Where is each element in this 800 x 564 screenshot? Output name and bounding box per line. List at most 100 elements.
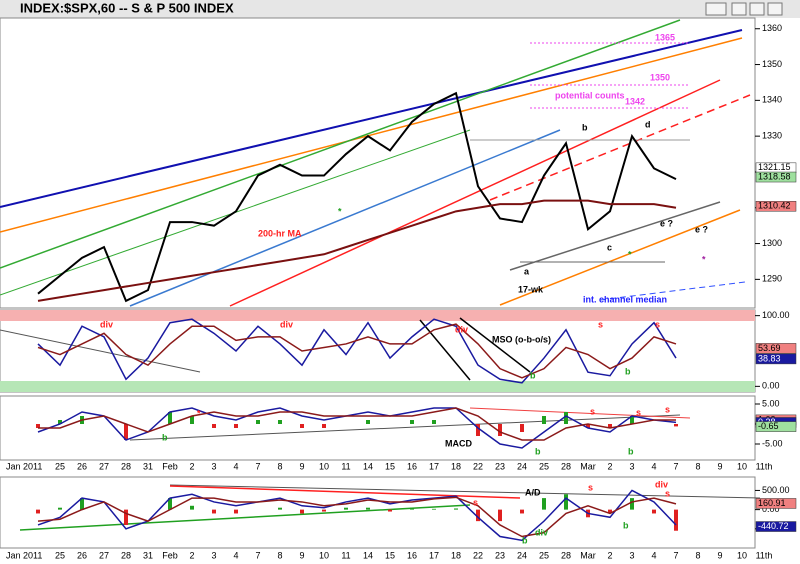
annotation: 1350 (650, 72, 670, 82)
current-value-box (755, 353, 797, 365)
current-value-box (755, 200, 797, 212)
annotation: b (530, 370, 536, 380)
annotation: b (628, 446, 634, 456)
histogram-bar (630, 498, 634, 510)
annotation: div (535, 527, 548, 537)
settings-button[interactable] (705, 2, 727, 16)
annotation: * (702, 254, 706, 264)
histogram-bar (542, 416, 546, 424)
annotation: b (522, 535, 528, 545)
histogram-bar (542, 498, 546, 510)
x-tick-label: 8 (277, 461, 282, 471)
x-tick-label: 11th (756, 550, 773, 560)
histogram-bar (608, 509, 612, 514)
x-tick-label: 14 (363, 461, 373, 471)
annotation: s (473, 497, 478, 507)
x-tick-label: 4 (233, 550, 238, 560)
x-tick-label: 24 (517, 461, 527, 471)
histogram-bar (36, 509, 40, 514)
annotation: b (162, 432, 168, 442)
y-tick-label: -5.00 (762, 438, 783, 448)
x-tick-label: 25 (539, 550, 549, 560)
series-line (38, 407, 676, 441)
y-tick-label: 1290 (762, 274, 782, 284)
x-tick-label: 27 (99, 461, 109, 471)
x-tick-label: 31 (143, 461, 153, 471)
y-tick-label: 0.00 (762, 504, 780, 514)
histogram-bar (190, 505, 194, 510)
y-tick-label: 1300 (762, 238, 782, 248)
current-value-label: -0.65 (758, 421, 779, 431)
histogram-bar (36, 424, 40, 428)
annotation: s (636, 407, 641, 417)
annotation: A/D (525, 487, 541, 497)
annotation: potential counts (555, 90, 625, 100)
y-tick-label: 1330 (762, 131, 782, 141)
histogram-bar (300, 424, 304, 428)
histogram-bar (80, 498, 84, 510)
x-tick-label: 17 (429, 550, 439, 560)
x-tick-label: Jan 2011 (6, 550, 42, 560)
x-tick-label: 23 (495, 461, 505, 471)
histogram-bar (168, 498, 172, 510)
annotation: b (535, 446, 541, 456)
annotation: div (655, 479, 668, 489)
annotation: div (280, 319, 293, 329)
histogram-bar (322, 509, 326, 512)
x-tick-label: 11 (341, 550, 350, 560)
x-tick-label: 4 (233, 461, 238, 471)
histogram-bar (124, 424, 128, 440)
histogram-bar (366, 420, 370, 424)
y-tick-label: 1340 (762, 95, 782, 105)
x-tick-label: 18 (451, 550, 461, 560)
macd-pane (0, 395, 756, 461)
x-tick-label: 3 (211, 550, 216, 560)
x-tick-label: 2 (189, 461, 194, 471)
x-tick-label: 3 (211, 461, 216, 471)
x-tick-label: 26 (77, 550, 87, 560)
current-value-box (755, 171, 797, 183)
x-tick-label: 4 (651, 550, 656, 560)
overbought-band (0, 310, 755, 321)
annotation: s (598, 319, 603, 329)
annotation: c (607, 242, 612, 252)
histogram-bar (432, 508, 436, 510)
x-tick-label: 15 (385, 550, 395, 560)
x-tick-label: 16 (407, 550, 417, 560)
x-tick-label: 31 (143, 550, 153, 560)
close-button[interactable] (767, 2, 783, 16)
histogram-bar (190, 416, 194, 424)
current-value-box (755, 421, 797, 432)
annotation: s (665, 404, 670, 414)
maximize-button[interactable] (749, 2, 765, 16)
oversold-band (0, 381, 755, 392)
histogram-bar (630, 416, 634, 424)
minimize-button[interactable] (731, 2, 747, 16)
histogram-bar (168, 412, 172, 424)
annotation: e ? (660, 218, 673, 228)
current-value-label: 160.91 (758, 498, 786, 508)
histogram-bar (410, 507, 414, 510)
y-tick-label: 1360 (762, 23, 782, 33)
x-tick-label: 7 (255, 550, 260, 560)
annotation: b (582, 122, 588, 132)
x-tick-label: 25 (539, 461, 549, 471)
histogram-bar (674, 424, 678, 427)
x-tick-label: 10 (319, 550, 329, 560)
x-tick-label: 18 (451, 461, 461, 471)
x-tick-label: 28 (561, 461, 571, 471)
x-tick-label: 24 (517, 550, 527, 560)
histogram-bar (124, 509, 128, 525)
x-tick-label: 3 (629, 461, 634, 471)
histogram-bar (476, 509, 480, 522)
annotation: e ? (695, 224, 708, 234)
title-bar (0, 0, 800, 18)
series-line (37, 91, 677, 303)
x-tick-label: 8 (277, 550, 282, 560)
histogram-bar (520, 424, 524, 432)
histogram-bar (388, 509, 392, 512)
current-value-label: 1310.42 (758, 201, 791, 211)
histogram-bar (212, 509, 216, 514)
